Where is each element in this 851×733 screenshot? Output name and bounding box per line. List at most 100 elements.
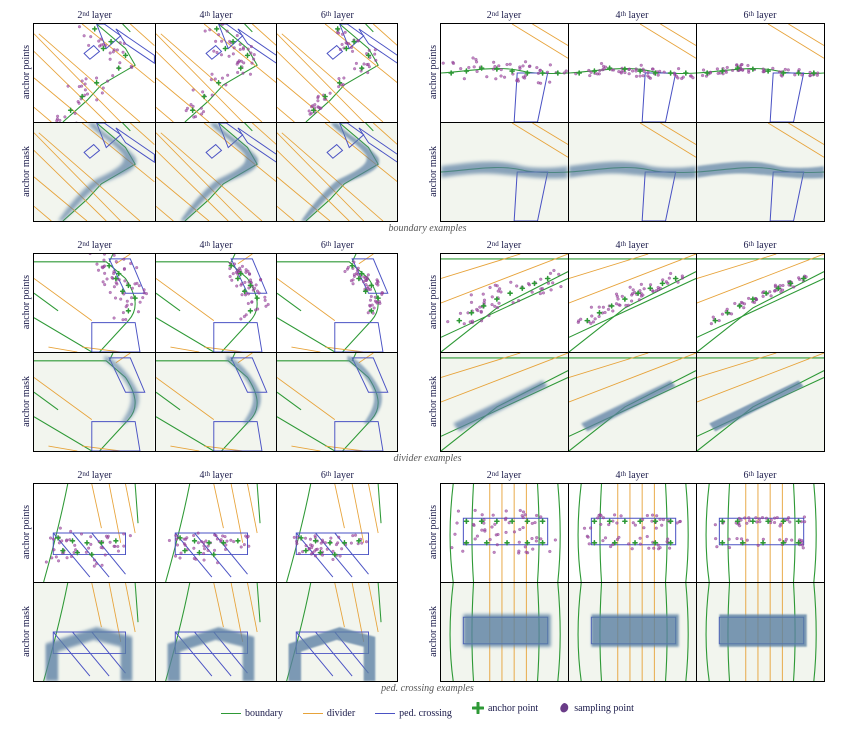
block-body: anchor points anchor mask xyxy=(20,483,398,681)
legend-line xyxy=(303,713,323,714)
layer-suffix: layer xyxy=(626,240,649,251)
column-header: 4th layer xyxy=(568,10,696,23)
layer-ord: nd xyxy=(492,470,499,478)
legend-line xyxy=(221,713,241,714)
layer-suffix: layer xyxy=(210,10,233,21)
group-caption: divider examples xyxy=(20,453,835,464)
cell-mask xyxy=(440,122,569,222)
column-header: 2nd layer xyxy=(440,10,568,23)
row-label: anchor points xyxy=(426,483,440,582)
layer-suffix: layer xyxy=(754,10,777,21)
cell-points xyxy=(155,23,277,123)
cell-mask xyxy=(568,582,697,682)
header-spacer xyxy=(426,470,440,483)
row-labels: anchor pointsanchor mask xyxy=(426,23,440,221)
row-label-text: anchor mask xyxy=(21,376,32,427)
legend-label: sampling point xyxy=(574,703,634,714)
legend-item: ped. crossing xyxy=(375,708,452,719)
cell-points xyxy=(33,483,155,583)
row-label: anchor points xyxy=(426,253,440,352)
column-header: 4th layer xyxy=(568,240,696,253)
row-label-text: anchor points xyxy=(21,45,32,99)
cell-mask xyxy=(568,122,697,222)
row-labels: anchor points anchor mask xyxy=(426,483,440,681)
row-labels: anchor points anchor mask xyxy=(20,483,34,681)
layer-suffix: layer xyxy=(331,240,354,251)
column-header: 4th layer xyxy=(155,240,276,253)
header-spacer xyxy=(20,470,34,483)
row-labels: anchor points anchor mask xyxy=(426,253,440,451)
cell-points xyxy=(155,253,277,353)
cell-mask xyxy=(155,122,277,222)
column-headers: 2nd layer4th layer6th layer xyxy=(20,240,398,253)
cell-points xyxy=(276,483,398,583)
grid-row-mask xyxy=(34,582,398,681)
legend-label: anchor point xyxy=(488,703,538,714)
column-headers: 2nd layer4th layer6th layer xyxy=(426,10,824,23)
cell-points xyxy=(568,253,697,353)
panel-block: 2nd layer4th layer6th layeranchor points… xyxy=(426,470,824,681)
column-header: 2nd layer xyxy=(34,240,155,253)
row-label: anchor mask xyxy=(20,582,34,681)
grid xyxy=(440,483,824,681)
layer-suffix: layer xyxy=(754,240,777,251)
row-labels: anchor points anchor mask xyxy=(20,253,34,451)
row-label-text: anchor points xyxy=(428,505,439,559)
layer-suffix: layer xyxy=(499,470,522,481)
layer-suffix: layer xyxy=(331,470,354,481)
cell-mask xyxy=(33,352,155,452)
row-label: anchor mask xyxy=(426,582,440,681)
column-header: 2nd layer xyxy=(34,470,155,483)
grid xyxy=(34,23,398,221)
legend-item: sampling point xyxy=(558,702,634,714)
cell-mask xyxy=(440,582,569,682)
row-labels: anchor pointsanchor mask xyxy=(20,23,34,221)
cell-mask xyxy=(33,122,155,222)
layer-suffix: layer xyxy=(89,10,112,21)
grid xyxy=(34,253,398,451)
cell-mask xyxy=(155,582,277,682)
legend-item: divider xyxy=(303,708,355,719)
row-label-text: anchor mask xyxy=(21,606,32,657)
header-spacer xyxy=(426,240,440,253)
row-label-text: anchor points xyxy=(21,505,32,559)
cell-points xyxy=(696,23,825,123)
legend-label: divider xyxy=(327,708,355,719)
grid-row-mask xyxy=(440,582,824,681)
panel-block: 2nd layer4th layer6th layeranchor points… xyxy=(426,10,824,221)
cell-points xyxy=(276,23,398,123)
legend-item: anchor point xyxy=(472,702,538,714)
cell-mask xyxy=(568,352,697,452)
row-label: anchor points xyxy=(20,23,34,122)
layer-suffix: layer xyxy=(331,10,354,21)
block-body: anchor points anchor mask xyxy=(20,253,398,451)
row-label-text: anchor mask xyxy=(428,146,439,197)
row-label-text: anchor points xyxy=(21,275,32,329)
column-header: 2nd layer xyxy=(34,10,155,23)
header-spacer xyxy=(20,10,34,23)
cell-points xyxy=(696,483,825,583)
legend-mark xyxy=(558,702,570,714)
cell-points xyxy=(440,483,569,583)
column-header: 6th layer xyxy=(696,470,824,483)
row-label-text: anchor mask xyxy=(428,606,439,657)
grid-row-points xyxy=(34,23,398,122)
legend-mark xyxy=(472,702,484,714)
cell-mask xyxy=(33,582,155,682)
row-label: anchor points xyxy=(20,483,34,582)
grid-row-points xyxy=(440,23,824,122)
layer-suffix: layer xyxy=(626,470,649,481)
group-row: 2nd layer4th layer6th layeranchor points… xyxy=(20,10,835,221)
layer-ord: nd xyxy=(492,10,499,18)
layer-suffix: layer xyxy=(499,240,522,251)
grid xyxy=(34,483,398,681)
grid-row-mask xyxy=(440,352,824,451)
cell-points xyxy=(440,253,569,353)
grid-row-points xyxy=(440,483,824,582)
cell-mask xyxy=(276,122,398,222)
column-header: 4th layer xyxy=(155,470,276,483)
legend-line xyxy=(375,713,395,714)
row-label-text: anchor points xyxy=(428,275,439,329)
row-label-text: anchor mask xyxy=(428,376,439,427)
layer-suffix: layer xyxy=(210,470,233,481)
